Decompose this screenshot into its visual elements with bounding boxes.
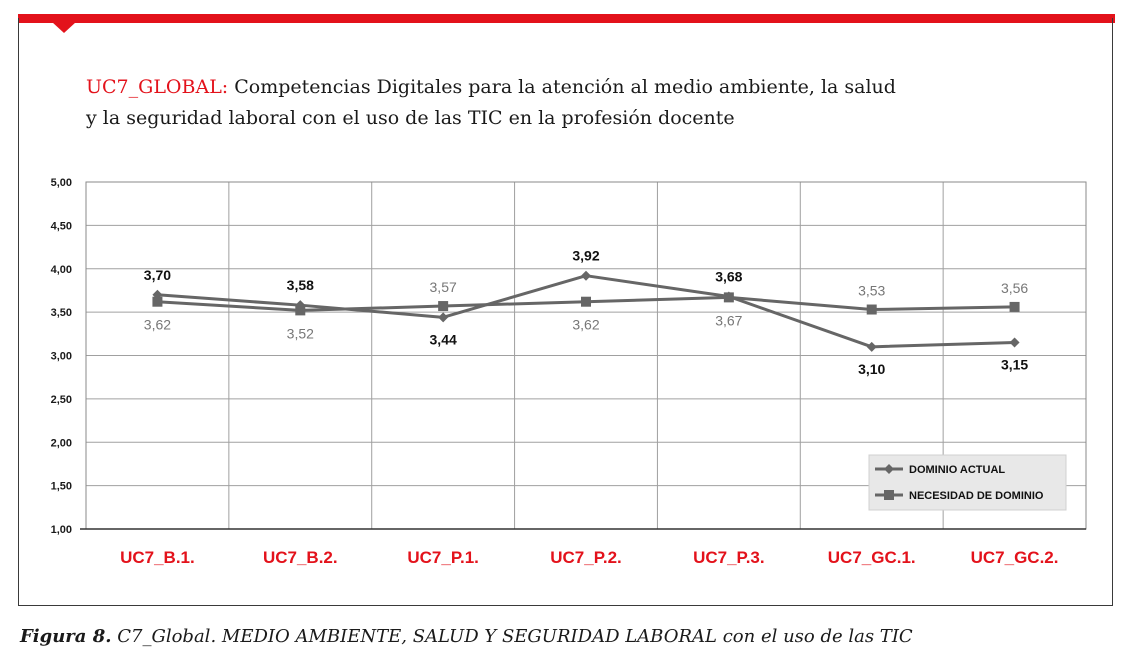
data-label-dominio: 3,10 (858, 361, 885, 377)
point-dominio-diamond (152, 289, 163, 300)
x-tick-label: UC7_B.1. (120, 548, 195, 567)
data-label-necesidad: 3,57 (430, 279, 457, 295)
y-tick-label: 2,50 (51, 394, 72, 406)
point-necesidad-square (152, 296, 163, 307)
data-label-dominio: 3,68 (715, 269, 742, 285)
x-tick-label: UC7_P.3. (693, 548, 765, 567)
point-dominio-diamond (723, 291, 734, 302)
legend-label: NECESIDAD DE DOMINIO (909, 490, 1044, 502)
x-tick-label: UC7_P.1. (407, 548, 479, 567)
figure-frame (18, 18, 1113, 606)
point-necesidad-square (295, 305, 306, 316)
x-tick-label: UC7_GC.2. (971, 548, 1059, 567)
title-prefix: UC7_GLOBAL: (86, 76, 229, 98)
data-label-necesidad: 3,67 (715, 312, 742, 328)
point-necesidad-square (438, 301, 449, 312)
chart-title: UC7_GLOBAL: Competencias Digitales para … (86, 72, 966, 134)
point-dominio-diamond (1009, 337, 1020, 348)
series-layer (152, 270, 1020, 352)
data-label-necesidad: 3,53 (858, 283, 885, 299)
data-label-dominio: 3,92 (572, 248, 599, 264)
x-tick-label: UC7_B.2. (263, 548, 338, 567)
axis-layer: 1,00 1,50 2,00 2,50 3,00 3,50 4,00 4,50 5,00 UC7_… (51, 177, 1086, 567)
figure-caption: Figura 8. C7_Global. MEDIO AMBIENTE, SAL… (20, 626, 913, 647)
y-tick-label: 3,00 (51, 351, 72, 363)
top-accent-bar (18, 14, 1115, 23)
y-tick-label: 1,50 (51, 481, 72, 493)
data-label-necesidad: 3,52 (287, 325, 314, 341)
legend-box (868, 454, 1067, 511)
point-necesidad-square (1009, 301, 1020, 312)
data-label-necesidad: 3,56 (1001, 280, 1028, 296)
y-tick-label: 4,00 (51, 264, 72, 276)
y-tick-label: 4,50 (51, 220, 72, 232)
data-label-dominio: 3,70 (144, 267, 171, 283)
point-dominio-diamond (438, 312, 449, 323)
caption-text: C7_Global. MEDIO AMBIENTE, SALUD Y SEGUR… (117, 626, 913, 647)
data-label-necesidad: 3,62 (144, 317, 171, 333)
x-tick-label: UC7_GC.1. (828, 548, 916, 567)
title-line-1: Competencias Digitales para la atención … (234, 76, 896, 98)
legend-diamond-marker (884, 464, 894, 474)
y-tick-label: 2,00 (51, 437, 72, 449)
y-tick-label: 3,50 (51, 307, 72, 319)
point-dominio-diamond (295, 300, 306, 311)
legend-label: DOMINIO ACTUAL (909, 464, 1005, 476)
title-line-2: y la seguridad laboral con el uso de las… (86, 107, 735, 129)
data-label-dominio: 3,58 (287, 277, 314, 293)
point-necesidad-square (866, 304, 877, 315)
y-tick-label: 5,00 (51, 177, 72, 189)
accent-notch (52, 22, 76, 33)
legend-square-marker (884, 490, 894, 500)
legend: DOMINIO ACTUAL NECESIDAD DE DOMINIO (868, 454, 1067, 511)
point-dominio-diamond (581, 270, 591, 281)
x-tick-label: UC7_P.2. (550, 548, 622, 567)
point-dominio-diamond (866, 341, 877, 352)
point-necesidad-square (581, 296, 591, 307)
data-label-dominio: 3,44 (430, 331, 457, 347)
y-tick-label: 1,00 (51, 524, 72, 536)
label-layer: 3,70 3,58 3,44 3,92 3,68 3,10 3,15 3,62 3,52 3,57… (144, 248, 1029, 377)
caption-label: Figura 8. (20, 626, 112, 647)
data-label-dominio: 3,15 (1001, 356, 1028, 372)
data-label-necesidad: 3,62 (572, 317, 599, 333)
